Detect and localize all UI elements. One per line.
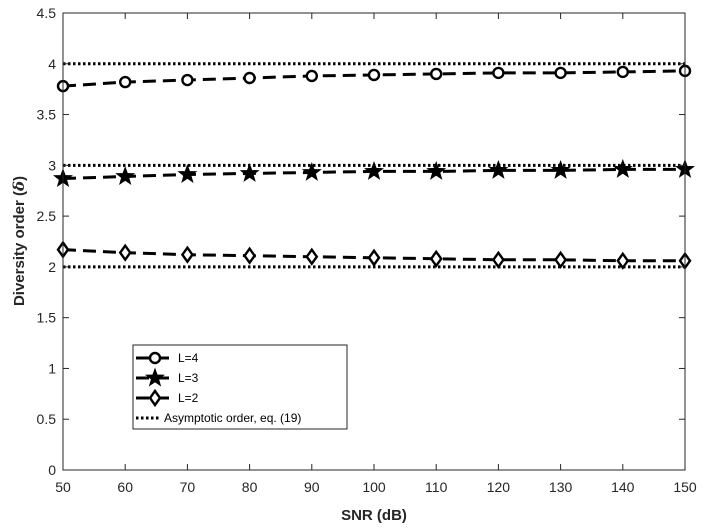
data-point: [180, 245, 194, 264]
y-tick-label: 3: [48, 157, 56, 173]
y-tick-label: 1.5: [37, 310, 57, 326]
x-tick-label: 50: [55, 479, 71, 495]
y-axis-label-suffix: ): [11, 176, 28, 181]
data-point: [488, 159, 509, 179]
y-tick-label: 1: [48, 360, 56, 376]
data-point: [243, 71, 256, 85]
data-point: [118, 243, 132, 262]
y-tick-label: 0.5: [37, 411, 57, 427]
ticks-layer: 50 60 70 80 90 100 110 120 130 140 150 0 0.5 1 1.5 2 2.5…: [37, 5, 697, 495]
legend: L=4 L=3 L=2 Asymptotic order, eq. (19): [132, 344, 348, 430]
data-point: [616, 251, 630, 270]
legend-label: L=4: [178, 351, 199, 365]
y-tick-label: 2.5: [37, 208, 57, 224]
data-point: [550, 159, 571, 179]
legend-swatch-marker: [145, 367, 165, 387]
data-point: [554, 250, 568, 269]
data-point: [305, 247, 319, 266]
data-point: [181, 73, 194, 87]
series-l-2: [56, 240, 692, 270]
legend-item: L=2: [136, 388, 199, 408]
data-point: [118, 75, 132, 89]
data-point: [426, 160, 447, 180]
series-asymptotic-order-eq-19-: [63, 62, 685, 269]
x-tick-label: 100: [362, 479, 386, 495]
series-layer: [53, 62, 695, 270]
legend-item: Asymptotic order, eq. (19): [136, 411, 301, 425]
data-point: [301, 161, 322, 181]
data-point: [492, 66, 505, 80]
data-point: [430, 67, 443, 81]
legend-item: L=3: [136, 367, 199, 387]
y-axis-label-prefix: Diversity order (: [11, 191, 28, 306]
y-tick-label: 4: [48, 56, 56, 72]
data-point: [239, 162, 260, 182]
x-tick-label: 110: [425, 479, 448, 495]
data-point: [367, 68, 381, 82]
x-tick-label: 70: [180, 479, 196, 495]
data-point: [554, 66, 567, 80]
legend-label: L=2: [178, 391, 199, 405]
x-tick-label: 130: [549, 479, 573, 495]
data-point: [364, 160, 384, 180]
data-point: [177, 163, 198, 183]
y-axis-label: Diversity order (δ): [10, 176, 28, 306]
data-point: [115, 166, 136, 185]
x-tick-label: 140: [611, 479, 635, 495]
y-axis-label-symbol: δ: [10, 181, 28, 192]
legend-item: L=4: [136, 351, 199, 365]
x-tick-label: 120: [487, 479, 511, 495]
data-point: [305, 69, 318, 83]
legend-label: Asymptotic order, eq. (19): [164, 411, 301, 425]
x-tick-label: 90: [304, 479, 320, 495]
x-tick-label: 60: [117, 479, 133, 495]
legend-items: L=4 L=3 L=2 Asymptotic order, eq. (19): [136, 351, 301, 425]
data-point: [367, 248, 381, 267]
y-tick-label: 4.5: [37, 5, 57, 21]
legend-label: L=3: [178, 371, 199, 385]
legend-swatch-marker: [148, 351, 162, 365]
legend-swatch-marker: [148, 388, 162, 408]
data-point: [616, 65, 629, 79]
data-point: [243, 246, 257, 265]
x-axis-label: SNR (dB): [341, 507, 407, 524]
y-tick-label: 3.5: [37, 107, 57, 123]
series-l-4: [56, 64, 692, 93]
y-tick-label: 2: [48, 259, 56, 275]
data-point: [429, 249, 443, 268]
x-tick-label: 80: [242, 479, 258, 495]
x-tick-label: 150: [673, 479, 697, 495]
y-tick-label: 0: [48, 462, 56, 478]
